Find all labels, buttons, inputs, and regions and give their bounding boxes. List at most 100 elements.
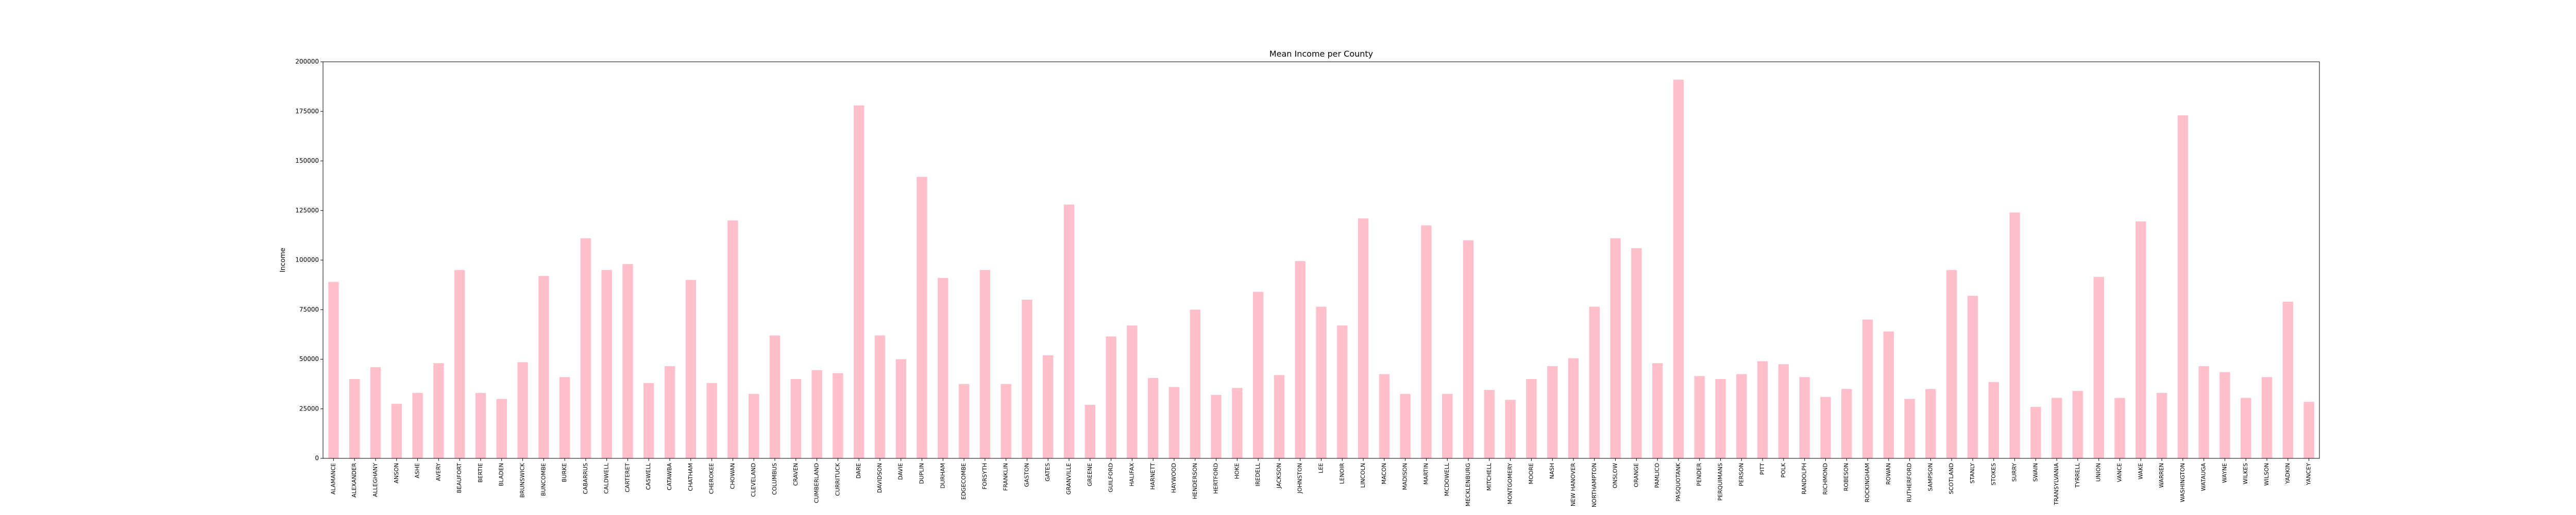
bar-wayne [2219,372,2230,458]
x-tick-label: DAVIE [897,463,904,480]
x-tick-label: HOKE [1233,463,1240,479]
x-tick-label: RUTHERFORD [1906,463,1913,502]
bar-alamance [328,282,339,458]
x-tick-label: HALIFAX [1128,463,1135,487]
bar-franklin [1001,384,1011,458]
bar-beaufort [454,270,465,458]
y-axis-label: Income [279,248,287,272]
bar-bertie [475,392,486,458]
bar-swain [2030,406,2041,458]
bar-polk [1778,364,1789,458]
bar-pasquotank [1673,79,1684,458]
x-tick-label: IREDELL [1255,462,1261,486]
x-tick-label: NORTHAMPTON [1591,463,1598,507]
bar-alexander [349,379,360,458]
x-tick-label: JACKSON [1276,463,1282,489]
x-tick-label: HENDERSON [1192,463,1198,499]
x-tick-label: ORANGE [1633,463,1639,487]
x-tick-label: GRANVILLE [1065,463,1072,495]
x-axis: ALAMANCE ALEXANDER ALLEGHANY ANSON ASHE AVERY… [330,458,2312,507]
x-tick-label: PENDER [1696,463,1703,486]
bar-montgomery [1505,400,1516,458]
bar-lincoln [1358,218,1369,458]
x-tick-label: GUILFORD [1108,463,1114,492]
bar-cleveland [748,393,759,458]
x-tick-label: CARTERET [624,463,631,492]
x-tick-label: WAYNE [2221,463,2228,483]
bar-perquimans [1715,379,1726,458]
bar-iredell [1252,291,1264,458]
x-tick-label: NASH [1549,463,1555,479]
bar-tyrrell [2072,391,2083,458]
x-tick-label: ASHE [414,463,421,478]
bar-lenoir [1337,325,1348,458]
x-tick-label: FRANKLIN [1003,463,1009,491]
x-tick-label: DARE [855,463,862,478]
x-tick-label: EDGECOMBE [960,463,967,500]
x-tick-label: FORSYTH [981,463,988,489]
bar-scotland [1946,270,1957,458]
bar-forsyth [979,270,991,458]
x-tick-label: MECKLENBURG [1465,463,1471,506]
bar-stanly [1967,296,1978,458]
bar-pamlico [1652,363,1663,458]
bar-buncombe [538,276,549,458]
x-tick-label: CHOWAN [729,463,736,489]
bar-caswell [643,383,654,458]
x-tick-label: DUPLIN [919,463,925,484]
bar-duplin [917,177,927,458]
x-tick-label: SURRY [2011,463,2018,482]
bar-durham [938,278,948,458]
x-tick-label: WATAUGA [2200,463,2207,491]
x-tick-label: CLEVELAND [750,463,757,497]
x-tick-label: ONSLOW [1612,463,1619,488]
x-tick-label: WASHINGTON [2179,463,2186,502]
bar-gaston [1022,300,1032,458]
x-tick-label: RICHMOND [1822,463,1828,495]
x-tick-label: CASWELL [645,462,652,490]
x-tick-label: RANDOLPH [1801,463,1808,494]
y-tick-label: 100000 [295,256,319,264]
bar-jackson [1274,375,1285,458]
x-tick-label: WARREN [2158,463,2165,488]
x-tick-label: LINCOLN [1360,463,1366,488]
x-tick-label: CURRITUCK [834,462,841,496]
bar-stokes [1988,382,1999,458]
bar-madison [1400,393,1411,458]
x-tick-label: PITT [1759,463,1766,475]
bar-cabarrus [580,238,591,458]
bar-burke [559,377,570,458]
y-tick-label: 25000 [299,405,319,412]
x-tick-label: MACON [1381,463,1387,484]
x-tick-label: BERTIE [477,463,484,483]
x-tick-label: AVERY [435,463,442,481]
bar-carteret [622,264,633,458]
bar-cherokee [706,383,717,458]
bar-watauga [2198,366,2209,458]
x-tick-label: HERTFORD [1213,463,1219,494]
bar-chatham [685,280,697,458]
x-tick-label: WILSON [2263,463,2270,486]
x-tick-label: POLK [1780,462,1787,477]
x-tick-label: BLADEN [498,463,505,486]
bar-avery [433,363,444,458]
x-tick-label: MCDOWELL [1444,462,1450,496]
bar-granville [1063,204,1075,458]
bar-cumberland [811,370,822,458]
x-tick-label: MONTGOMERY [1507,463,1514,505]
x-tick-label: CRAVEN [792,463,799,486]
bars [328,79,2314,458]
x-tick-label: BURKE [561,463,568,482]
bar-orange [1631,248,1642,458]
x-tick-label: STOKES [1990,463,1997,486]
bar-macon [1379,374,1390,458]
bar-randolph [1799,377,1810,458]
bar-halifax [1127,325,1138,458]
x-tick-label: YANCEY [2306,463,2312,486]
bar-wilson [2261,377,2273,458]
bar-harnett [1147,378,1159,458]
x-tick-label: ALEXANDER [351,463,358,497]
bar-alleghany [370,367,381,458]
bar-johnston [1295,261,1306,458]
x-tick-label: GATES [1044,463,1051,482]
